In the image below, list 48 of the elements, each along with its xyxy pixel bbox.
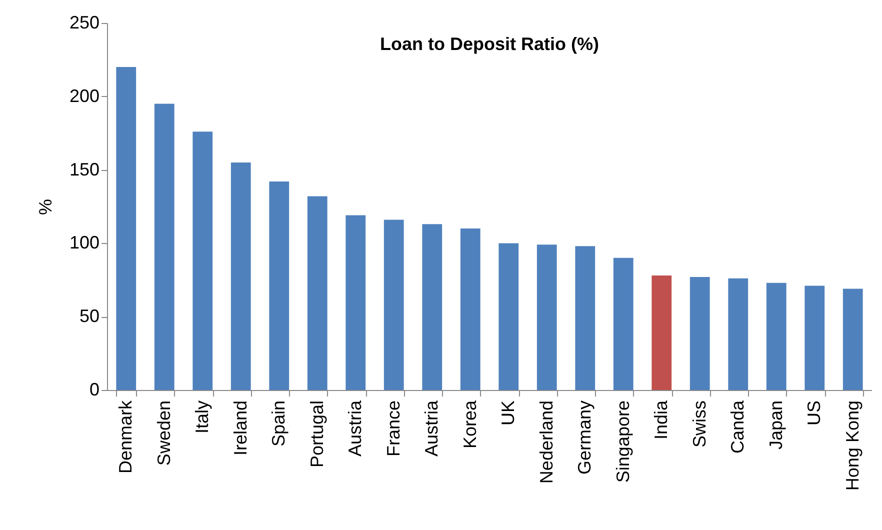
x-tick-label: Nederland (536, 400, 556, 484)
y-tick-label: 150 (69, 159, 100, 180)
bar (498, 243, 519, 390)
bar (346, 215, 366, 390)
x-tick-label: Spain (268, 400, 289, 447)
y-tick-label: 250 (69, 12, 100, 32)
y-tick-label: 50 (79, 306, 100, 326)
bar (192, 132, 213, 390)
bar (652, 275, 672, 390)
bar (116, 67, 136, 390)
x-tick-label: Sweden (154, 400, 174, 466)
text: Loan to Deposit Ratio (%) (380, 34, 599, 54)
x-tick-label: Swiss (689, 400, 710, 448)
y-tick-label: 100 (69, 232, 100, 253)
x-tick-label: US (804, 400, 824, 426)
bar (842, 288, 863, 390)
bar (384, 220, 404, 390)
x-tick-label: Hong Kong (842, 400, 862, 491)
bar (766, 282, 786, 390)
bar (307, 196, 328, 390)
x-tick-label: Singapore (612, 400, 633, 483)
bar (460, 228, 480, 390)
x-tick-label: Austria (422, 400, 442, 457)
bar (804, 286, 825, 390)
bar (728, 278, 748, 390)
y-tick-label: 0 (89, 380, 100, 400)
bar (690, 276, 710, 390)
y-tick-label: 200 (69, 86, 100, 106)
bar (230, 162, 251, 390)
x-tick-label: Portugal (306, 400, 327, 468)
bar (422, 224, 442, 390)
x-tick-label: Germany (574, 400, 595, 475)
x-tick-label: India (651, 400, 672, 440)
x-tick-label: Denmark (116, 400, 136, 474)
x-tick-label: Italy (192, 400, 212, 434)
bar (154, 104, 174, 390)
bar (575, 246, 596, 390)
y-axis-title: % (35, 198, 56, 216)
x-tick-label: Ireland (230, 400, 250, 456)
x-tick-label: Japan (766, 400, 786, 450)
x-tick-label: France (383, 400, 404, 457)
x-tick-label: Canda (728, 400, 748, 454)
bar (269, 182, 290, 390)
x-tick-label: Korea (460, 400, 480, 449)
x-tick-label: Austria (345, 400, 366, 457)
x-tick-label: UK (498, 400, 518, 426)
bar (536, 244, 557, 390)
bar (613, 258, 634, 390)
